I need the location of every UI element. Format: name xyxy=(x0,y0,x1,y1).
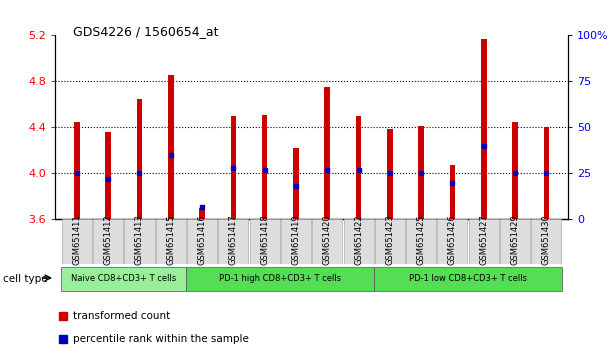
Text: GSM651422: GSM651422 xyxy=(354,214,363,265)
FancyBboxPatch shape xyxy=(406,219,436,264)
Bar xyxy=(356,116,361,219)
Text: GDS4226 / 1560654_at: GDS4226 / 1560654_at xyxy=(73,25,219,38)
FancyBboxPatch shape xyxy=(186,267,374,291)
Text: GSM651425: GSM651425 xyxy=(417,214,426,265)
Text: GSM651430: GSM651430 xyxy=(542,214,551,265)
Text: GSM651420: GSM651420 xyxy=(323,214,332,265)
Bar xyxy=(450,165,455,219)
FancyBboxPatch shape xyxy=(125,219,155,264)
Bar xyxy=(230,116,236,219)
Text: PD-1 low CD8+CD3+ T cells: PD-1 low CD8+CD3+ T cells xyxy=(409,274,527,283)
Bar xyxy=(324,87,330,219)
Bar xyxy=(387,129,393,219)
Text: GSM651418: GSM651418 xyxy=(260,214,269,265)
Bar xyxy=(199,208,205,219)
Text: percentile rank within the sample: percentile rank within the sample xyxy=(73,334,249,344)
Text: Naive CD8+CD3+ T cells: Naive CD8+CD3+ T cells xyxy=(71,274,177,283)
FancyBboxPatch shape xyxy=(312,219,342,264)
FancyBboxPatch shape xyxy=(343,219,373,264)
FancyBboxPatch shape xyxy=(437,219,467,264)
Bar xyxy=(544,127,549,219)
Text: transformed count: transformed count xyxy=(73,311,170,321)
Text: GSM651416: GSM651416 xyxy=(197,214,207,265)
Text: GSM651413: GSM651413 xyxy=(135,214,144,265)
Bar xyxy=(168,74,174,219)
Text: GSM651426: GSM651426 xyxy=(448,214,457,265)
Text: GSM651419: GSM651419 xyxy=(291,214,301,265)
FancyBboxPatch shape xyxy=(250,219,280,264)
FancyBboxPatch shape xyxy=(500,219,530,264)
Bar xyxy=(419,126,424,219)
FancyBboxPatch shape xyxy=(61,267,186,291)
Text: GSM651411: GSM651411 xyxy=(72,214,81,265)
Bar xyxy=(74,122,79,219)
Text: GSM651423: GSM651423 xyxy=(386,214,394,265)
FancyBboxPatch shape xyxy=(469,219,499,264)
Text: GSM651415: GSM651415 xyxy=(166,214,175,265)
FancyBboxPatch shape xyxy=(375,219,405,264)
FancyBboxPatch shape xyxy=(218,219,249,264)
FancyBboxPatch shape xyxy=(187,219,217,264)
Bar xyxy=(137,99,142,219)
FancyBboxPatch shape xyxy=(281,219,311,264)
Bar xyxy=(262,115,268,219)
Bar xyxy=(293,148,299,219)
FancyBboxPatch shape xyxy=(374,267,562,291)
FancyBboxPatch shape xyxy=(93,219,123,264)
Text: GSM651429: GSM651429 xyxy=(511,214,519,265)
FancyBboxPatch shape xyxy=(156,219,186,264)
FancyBboxPatch shape xyxy=(532,219,562,264)
Text: GSM651417: GSM651417 xyxy=(229,214,238,265)
Bar xyxy=(105,132,111,219)
Text: PD-1 high CD8+CD3+ T cells: PD-1 high CD8+CD3+ T cells xyxy=(219,274,342,283)
Text: cell type: cell type xyxy=(3,274,48,284)
Bar xyxy=(512,122,518,219)
Bar xyxy=(481,39,486,219)
FancyBboxPatch shape xyxy=(62,219,92,264)
Text: GSM651427: GSM651427 xyxy=(479,214,488,265)
Text: GSM651412: GSM651412 xyxy=(104,214,112,265)
